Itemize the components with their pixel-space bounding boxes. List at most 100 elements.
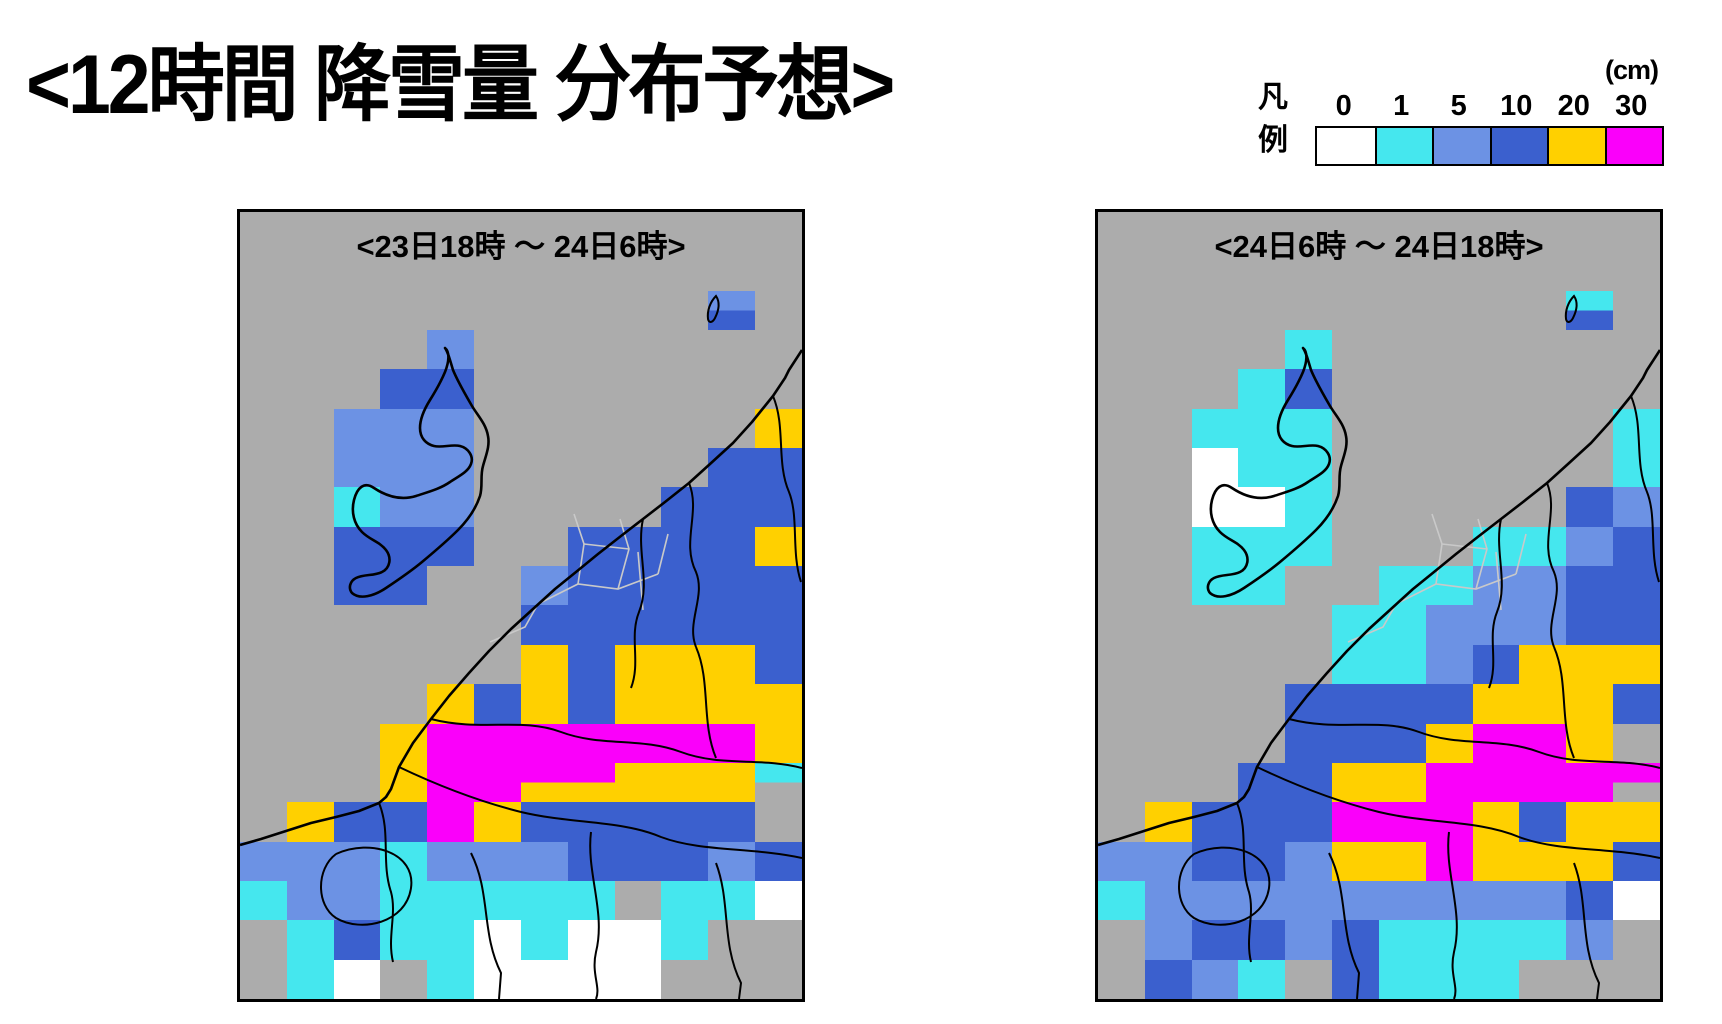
grid-cell [520, 920, 568, 960]
grid-cell [661, 251, 709, 291]
grid-cell [1098, 408, 1145, 449]
legend-unit: (cm) [1604, 55, 1659, 85]
legend-cell [1317, 128, 1375, 164]
grid-cell [1191, 723, 1239, 763]
grid-cell [427, 487, 475, 527]
grid-cell [520, 762, 568, 803]
grid-cell [1191, 330, 1239, 370]
grid-cell [1378, 841, 1426, 881]
legend-cell [1604, 128, 1662, 164]
grid-cell [380, 841, 428, 881]
grid-cell [1472, 880, 1520, 921]
grid-cell [661, 369, 709, 409]
grid-cell [1144, 566, 1192, 606]
grid-cell [1238, 762, 1286, 803]
grid-cell [380, 330, 428, 370]
grid-cell [1285, 802, 1333, 842]
grid-cell [1144, 920, 1192, 960]
grid-cell [380, 644, 428, 685]
grid-cell [240, 684, 287, 724]
grid-cell [755, 526, 802, 567]
grid-cell [1425, 684, 1473, 724]
grid-cell [1144, 723, 1192, 763]
grid-cell [1425, 290, 1473, 331]
grid-cell [1332, 880, 1379, 921]
grid-cell [1098, 880, 1145, 921]
grid-cell [1613, 330, 1660, 370]
grid-cell [1566, 487, 1614, 527]
grid-cell [1613, 369, 1660, 409]
grid-cell [614, 880, 662, 921]
grid-cell [1285, 369, 1333, 409]
grid-cell [1098, 841, 1145, 881]
snowfall-grid [1098, 212, 1660, 999]
grid-cell [1425, 212, 1473, 252]
grid-cell [1191, 526, 1239, 567]
grid-cell [614, 684, 662, 724]
legend-cell [1432, 128, 1490, 164]
grid-cell [1613, 566, 1660, 606]
grid-cell [380, 448, 428, 488]
grid-cell [474, 212, 521, 252]
grid-cell [661, 448, 709, 488]
grid-cell [661, 644, 709, 685]
grid-cell [708, 251, 756, 291]
grid-cell [614, 723, 662, 763]
grid-cell [1098, 566, 1145, 606]
grid-cell [567, 487, 615, 527]
grid-cell [1472, 487, 1520, 527]
grid-cell [1238, 408, 1286, 449]
grid-cell [333, 251, 381, 291]
grid-cell [1566, 959, 1614, 999]
grid-cell [1519, 566, 1567, 606]
grid-cell [1613, 802, 1660, 842]
grid-cell [1519, 802, 1567, 842]
grid-cell [427, 369, 475, 409]
grid-cell [240, 605, 287, 645]
grid-cell [286, 251, 334, 291]
grid-cell [380, 802, 428, 842]
grid-cell [1566, 841, 1614, 881]
grid-cell [286, 644, 334, 685]
legend-value: 20 [1557, 90, 1590, 122]
grid-cell [474, 802, 521, 842]
grid-cell [474, 959, 521, 999]
grid-cell [1332, 605, 1379, 645]
grid-cell [1144, 684, 1192, 724]
grid-cell [427, 526, 475, 567]
grid-cell [1613, 290, 1660, 331]
grid-cell [1191, 802, 1239, 842]
grid-cell [755, 644, 802, 685]
grid-cell [474, 684, 521, 724]
grid-cell [474, 880, 521, 921]
grid-cell [755, 880, 802, 921]
grid-cell [1378, 212, 1426, 252]
grid-cell [1425, 762, 1473, 803]
grid-cell [427, 644, 475, 685]
grid-cell [755, 290, 802, 331]
grid-cell [333, 212, 381, 252]
grid-cell [661, 526, 709, 567]
grid-cell [474, 408, 521, 449]
grid-cell [520, 408, 568, 449]
grid-cell [708, 644, 756, 685]
grid-cell [567, 448, 615, 488]
grid-cell [1566, 920, 1614, 960]
grid-cell [520, 959, 568, 999]
grid-cell [1566, 566, 1614, 606]
grid-cell [333, 605, 381, 645]
grid-cell [1472, 920, 1520, 960]
grid-cell [1144, 408, 1192, 449]
grid-cell [1425, 408, 1473, 449]
grid-cell [1238, 605, 1286, 645]
grid-cell [1566, 408, 1614, 449]
grid-cell [333, 762, 381, 803]
grid-cell [614, 802, 662, 842]
grid-cell [708, 448, 756, 488]
grid-cell [1098, 212, 1145, 252]
grid-cell [755, 684, 802, 724]
grid-cell [286, 526, 334, 567]
grid-cell [1191, 408, 1239, 449]
grid-cell [567, 880, 615, 921]
grid-cell [1519, 605, 1567, 645]
